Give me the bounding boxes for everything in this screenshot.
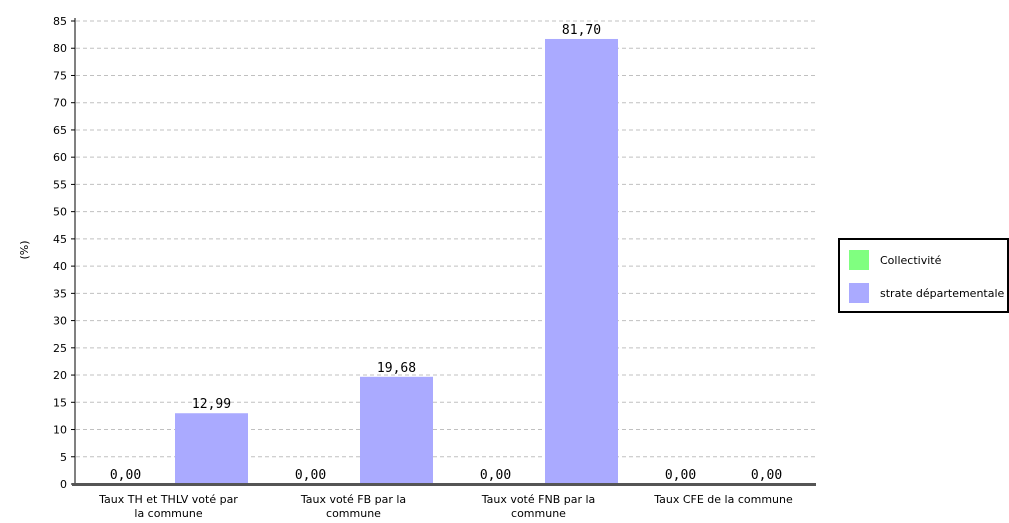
y-tick-label: 50: [53, 206, 67, 219]
y-tick-label: 35: [53, 287, 67, 300]
bar: [175, 413, 248, 484]
x-category-label: commune: [511, 507, 566, 520]
legend-swatch-collectivite: [849, 250, 869, 270]
y-tick-label: 0: [60, 478, 67, 491]
legend-item-collectivite: Collectivité: [849, 250, 941, 270]
y-tick-label: 25: [53, 342, 67, 355]
bar-value-label: 19,68: [377, 361, 416, 376]
y-tick-label: 75: [53, 69, 67, 82]
y-tick-label: 65: [53, 124, 67, 137]
bar-value-label: 12,99: [192, 397, 231, 412]
value-labels: 0,00 12,99 0,00 19,68 0,00 81,70 0,00 0,00: [110, 23, 782, 483]
y-axis-ticks: 0 5 10 15 20 25 30 35 40 45 50 55 60 65 70 75 80 85: [53, 15, 75, 491]
bar: [360, 376, 433, 484]
legend-swatch-strate-departementale: [849, 283, 869, 303]
x-category-label: Taux voté FNB par la: [481, 493, 596, 506]
y-tick-label: 45: [53, 233, 67, 246]
bar-value-label: 81,70: [562, 23, 601, 38]
legend: Collectivité strate départementale: [838, 238, 1009, 313]
y-axis-label: (%): [18, 240, 31, 259]
y-tick-label: 40: [53, 260, 67, 273]
y-tick-label: 10: [53, 424, 67, 437]
y-tick-label: 15: [53, 396, 67, 409]
bar-value-label: 0,00: [110, 468, 141, 483]
bar-value-label: 0,00: [751, 468, 782, 483]
y-tick-label: 30: [53, 315, 67, 328]
y-tick-label: 70: [53, 97, 67, 110]
bar-value-label: 0,00: [665, 468, 696, 483]
bars: [175, 38, 618, 485]
y-tick-label: 80: [53, 42, 67, 55]
y-tick-label: 60: [53, 151, 67, 164]
x-category-label: Taux CFE de la commune: [653, 493, 793, 506]
x-category-label: Taux voté FB par la: [300, 493, 406, 506]
y-tick-label: 85: [53, 15, 67, 28]
x-category-label: Taux TH et THLV voté par: [98, 493, 238, 506]
y-tick-label: 5: [60, 451, 67, 464]
legend-item-strate-departementale: strate départementale: [849, 283, 1004, 303]
bar-value-label: 0,00: [295, 468, 326, 483]
bar-value-label: 0,00: [480, 468, 511, 483]
x-category-label: commune: [326, 507, 381, 520]
grid-lines: [76, 20, 816, 458]
y-tick-label: 55: [53, 178, 67, 191]
legend-label-collectivite: Collectivité: [880, 253, 942, 267]
x-category-label: la commune: [134, 507, 202, 520]
legend-label-strate-departementale: strate départementale: [880, 286, 1005, 300]
y-tick-label: 20: [53, 369, 67, 382]
bar: [545, 38, 618, 485]
